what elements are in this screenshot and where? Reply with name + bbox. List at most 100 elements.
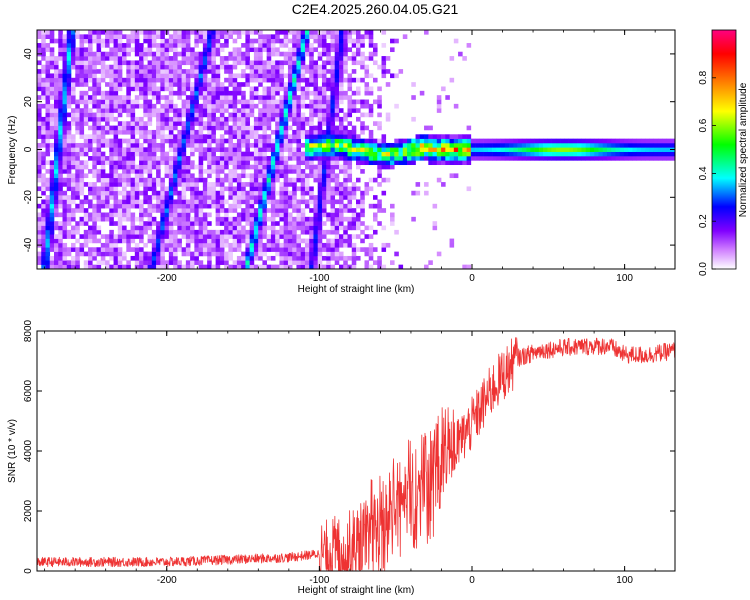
- spectrogram-cell: [143, 225, 148, 231]
- spectrogram-cell: [37, 121, 42, 126]
- spectrogram-cell: [253, 103, 259, 109]
- spectrogram-cell: [334, 60, 340, 66]
- spectrogram-cell: [156, 47, 161, 53]
- spectrogram-cell: [113, 86, 119, 92]
- spectrogram-cell: [236, 99, 242, 105]
- spectrogram-cell: [62, 195, 68, 200]
- spectrogram-cell: [356, 99, 361, 105]
- spectrogram-cell: [41, 177, 46, 183]
- spectrogram-cell: [326, 82, 331, 87]
- spectrogram-cell: [100, 216, 106, 222]
- spectrogram-cell: [377, 86, 382, 92]
- spectrogram-cell: [134, 234, 140, 239]
- spectrogram-cell: [385, 242, 391, 248]
- spectrogram-cell: [105, 64, 110, 70]
- spectrogram-cell: [568, 151, 574, 157]
- spectrogram-cell: [190, 190, 195, 196]
- spectrogram-cell: [334, 103, 340, 109]
- spectrogram-cell: [313, 242, 319, 248]
- spectrogram-cell: [194, 242, 199, 248]
- spectrogram-cell: [258, 255, 263, 261]
- spectrogram-cell: [194, 64, 199, 70]
- spectrogram-cell: [130, 182, 136, 187]
- spectrogram-cell: [330, 203, 336, 209]
- spectrogram-cell: [105, 173, 110, 179]
- spectrogram-cell: [521, 156, 527, 161]
- spectrogram-cell: [304, 173, 310, 179]
- spectrogram-cell: [37, 112, 42, 118]
- spectrogram-cell: [173, 186, 178, 192]
- spectrogram-cell: [249, 264, 255, 269]
- spectrogram-cell: [249, 99, 255, 105]
- spectrogram-cell: [126, 177, 131, 183]
- spectrogram-cell: [207, 173, 212, 179]
- spectrogram-cell: [156, 34, 161, 39]
- spectrogram-cell: [62, 151, 68, 157]
- spectrogram-cell: [109, 103, 114, 109]
- spectrogram-cell: [177, 195, 182, 200]
- spectrogram-cell: [66, 86, 72, 92]
- spectrogram-cell: [585, 147, 591, 152]
- spectrogram-cell: [219, 160, 225, 166]
- spectrogram-cell: [88, 34, 93, 39]
- spectrogram-cell: [232, 64, 238, 70]
- spectrogram-cell: [270, 169, 276, 174]
- spectrogram-cell: [134, 242, 140, 248]
- spectrogram-cell: [198, 34, 204, 39]
- spectrogram-cell: [88, 186, 93, 192]
- spectrogram-cell: [304, 69, 310, 74]
- spectrogram-cell: [270, 82, 276, 87]
- spectrogram-cell: [249, 38, 255, 44]
- spectrogram-cell: [347, 225, 353, 231]
- spectrogram-cell: [296, 216, 301, 222]
- spectrogram-cell: [492, 138, 497, 144]
- spectrogram-cell: [287, 255, 293, 261]
- spectrogram-cell: [143, 156, 148, 161]
- spectrogram-cell: [185, 95, 191, 100]
- spectrogram-cell: [122, 186, 127, 192]
- spectrogram-cell: [156, 90, 161, 96]
- spectrogram-cell: [156, 195, 161, 200]
- spectrogram-cell: [338, 164, 344, 170]
- spectrogram-cell: [300, 69, 306, 74]
- spectrogram-cell: [41, 125, 46, 131]
- spectrogram-cell: [275, 151, 280, 157]
- spectrogram-cell: [581, 151, 586, 157]
- spectrogram-cell: [364, 142, 370, 148]
- spectrogram-cell: [330, 264, 336, 269]
- spectrogram-cell: [54, 112, 59, 118]
- spectrogram-cell: [245, 47, 250, 53]
- spectrogram-cell: [351, 216, 357, 222]
- spectrogram-cell: [130, 134, 136, 139]
- spectrogram-cell: [300, 99, 306, 105]
- spectrogram-cell: [266, 234, 272, 239]
- spectrogram-cell: [343, 208, 348, 213]
- spectrogram-cell: [228, 208, 233, 213]
- spectrogram-cell: [428, 156, 433, 161]
- spectrogram-cell: [258, 108, 263, 113]
- spectrogram-cell: [245, 112, 250, 118]
- spectrogram-cell: [241, 182, 246, 187]
- spectrogram-cell: [202, 169, 208, 174]
- spectrogram-cell: [173, 60, 178, 66]
- spectrogram-cell: [309, 129, 314, 135]
- spectrogram-cell: [236, 30, 242, 35]
- spectrogram-cell: [241, 90, 246, 96]
- spectrogram-cell: [147, 195, 153, 200]
- spectrogram-cell: [58, 142, 63, 148]
- spectrogram-cell: [326, 69, 331, 74]
- spectrogram-cell: [249, 221, 255, 226]
- spectrogram-cell: [207, 142, 212, 148]
- spectrogram-cell: [164, 225, 170, 231]
- spectrogram-cell: [211, 90, 216, 96]
- spectrogram-cell: [194, 56, 199, 61]
- spectrogram-cell: [287, 64, 293, 70]
- spectrogram-cell: [126, 199, 131, 205]
- spectrogram-cell: [594, 156, 599, 161]
- spectrogram-cell: [96, 186, 102, 192]
- spectrogram-cell: [100, 195, 106, 200]
- spectrogram-cell: [241, 125, 246, 131]
- spectrogram-cell: [364, 103, 370, 109]
- spectrogram-cell: [83, 264, 89, 269]
- spectrogram-cell: [326, 125, 331, 131]
